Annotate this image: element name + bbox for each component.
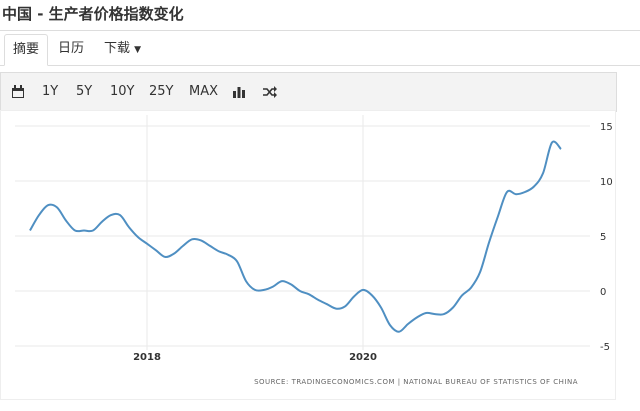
- range-button[interactable]: 10Y: [110, 84, 135, 99]
- y-tick-label: 15: [600, 122, 613, 133]
- y-tick-label: -5: [600, 342, 610, 353]
- range-button[interactable]: 1Y: [42, 84, 59, 99]
- tab[interactable]: 摘要: [4, 34, 49, 66]
- range-button[interactable]: 25Y: [149, 84, 174, 99]
- range-button[interactable]: MAX: [189, 84, 219, 99]
- page-title: 中国 - 生产者价格指数变化: [2, 5, 184, 23]
- toolbar: 1Y 5Y 10Y 25Y MAX: [0, 72, 617, 112]
- tab[interactable]: 日历: [58, 41, 85, 56]
- range-button[interactable]: 5Y: [76, 84, 93, 99]
- calendar-icon[interactable]: [11, 85, 25, 99]
- chart: -5 0 5 10 15 2018 2020 SOURCE: TRADINGECONOMICS…: [0, 110, 616, 400]
- tab-bar: 摘要 日历 下载 ▼: [0, 34, 640, 66]
- chart-frame: [0, 110, 616, 400]
- divider: [0, 30, 640, 31]
- y-tick-label: 5: [600, 232, 606, 243]
- x-tick-label: 2020: [349, 352, 377, 363]
- y-tick-label: 10: [600, 177, 613, 188]
- source-note: SOURCE: TRADINGECONOMICS.COM | NATIONAL …: [254, 378, 578, 386]
- tab-label[interactable]: 下载: [104, 41, 131, 56]
- bar-icon[interactable]: [233, 86, 245, 98]
- x-tick-label: 2018: [133, 352, 161, 363]
- y-tick-label: 0: [600, 287, 606, 298]
- tab[interactable]: 下载 ▼: [104, 41, 142, 56]
- data-line: [29, 140, 562, 333]
- shuffle-icon[interactable]: [263, 86, 277, 98]
